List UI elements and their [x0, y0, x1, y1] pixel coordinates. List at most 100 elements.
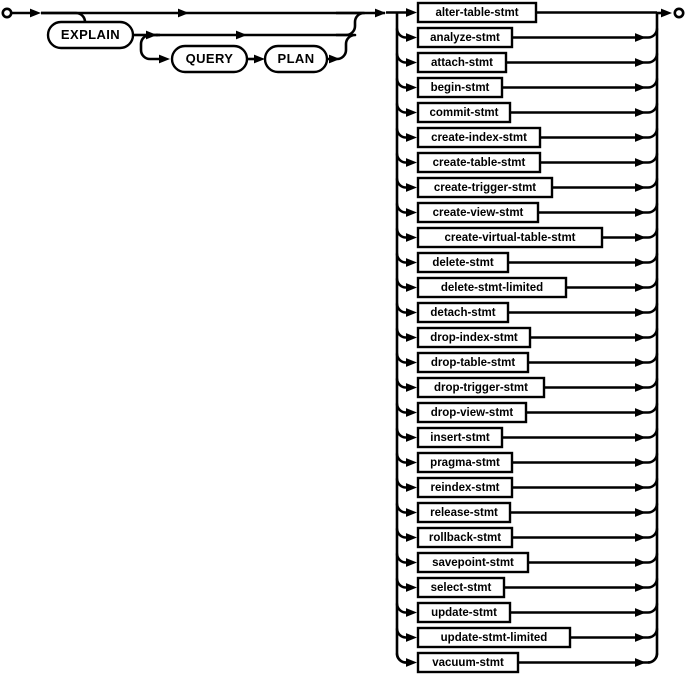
statement-box-drop-table-stmt[interactable]: drop-table-stmt	[416, 351, 530, 374]
keyword-plan[interactable]: PLAN	[263, 44, 329, 74]
arrow-icon	[406, 58, 417, 67]
statement-row: savepoint-stmt	[395, 551, 659, 574]
start-terminator-icon	[1, 7, 13, 19]
fanout-elbow	[395, 303, 408, 314]
statement-row: reindex-stmt	[395, 476, 659, 499]
merge-elbow	[504, 578, 659, 589]
arrow-icon	[635, 283, 646, 292]
statement-label: vacuum-stmt	[432, 657, 504, 669]
statement-label: create-virtual-table-stmt	[444, 232, 575, 244]
statement-box-begin-stmt[interactable]: begin-stmt	[416, 76, 504, 99]
statement-box-update-stmt[interactable]: update-stmt	[416, 601, 512, 624]
statement-row: begin-stmt	[395, 76, 659, 99]
fanout-elbow	[395, 103, 408, 114]
arrow-icon	[406, 333, 417, 342]
statement-box-select-stmt[interactable]: select-stmt	[416, 576, 506, 599]
arrow-icon	[635, 508, 646, 517]
statement-label: update-stmt	[431, 607, 497, 619]
arrow-icon	[635, 533, 646, 542]
arrow-icon	[406, 8, 417, 17]
statement-box-delete-stmt-limited[interactable]: delete-stmt-limited	[416, 276, 568, 299]
keyword-pills: EXPLAIN QUERY PLAN	[46, 20, 329, 74]
statement-label: create-trigger-stmt	[434, 182, 536, 194]
statement-box-savepoint-stmt[interactable]: savepoint-stmt	[416, 551, 530, 574]
statement-box-update-stmt-limited[interactable]: update-stmt-limited	[416, 626, 572, 649]
arrow-icon	[635, 558, 646, 567]
merge-elbow	[540, 128, 659, 139]
arrow-icon	[159, 54, 170, 64]
arrow-icon	[635, 233, 646, 242]
statement-row: commit-stmt	[395, 101, 659, 124]
keyword-explain[interactable]: EXPLAIN	[46, 20, 135, 50]
merge-elbow	[512, 453, 659, 464]
statement-box-commit-stmt[interactable]: commit-stmt	[416, 101, 512, 124]
fanout-elbow	[395, 228, 408, 239]
fanout-elbow	[395, 553, 408, 564]
statement-box-insert-stmt[interactable]: insert-stmt	[416, 426, 504, 449]
statement-label: alter-table-stmt	[435, 7, 518, 19]
statement-box-analyze-stmt[interactable]: analyze-stmt	[416, 26, 514, 49]
statement-row: create-table-stmt	[395, 151, 659, 174]
arrow-icon	[375, 8, 386, 18]
statement-box-attach-stmt[interactable]: attach-stmt	[416, 51, 508, 74]
fanout-elbow	[395, 378, 408, 389]
statement-label: reindex-stmt	[430, 482, 499, 494]
statement-label: drop-trigger-stmt	[434, 382, 528, 394]
statement-box-pragma-stmt[interactable]: pragma-stmt	[416, 451, 514, 474]
statement-label: rollback-stmt	[429, 532, 501, 544]
statement-label: begin-stmt	[431, 82, 490, 94]
statement-box-drop-trigger-stmt[interactable]: drop-trigger-stmt	[416, 376, 546, 399]
arrow-icon	[406, 433, 417, 442]
fanout-elbow	[395, 453, 408, 464]
statement-box-rollback-stmt[interactable]: rollback-stmt	[416, 526, 514, 549]
statement-row: select-stmt	[395, 576, 659, 599]
statement-box-create-virtual-table-stmt[interactable]: create-virtual-table-stmt	[416, 226, 604, 249]
statement-row: create-virtual-table-stmt	[395, 226, 659, 249]
merge-elbow	[510, 103, 659, 114]
statement-label: drop-view-stmt	[431, 407, 514, 419]
end-terminator-icon	[673, 7, 685, 19]
arrow-icon	[406, 458, 417, 467]
merge-elbow	[510, 603, 659, 614]
statement-box-drop-index-stmt[interactable]: drop-index-stmt	[416, 326, 532, 349]
arrow-icon	[635, 108, 646, 117]
statement-box-create-table-stmt[interactable]: create-table-stmt	[416, 151, 542, 174]
statement-box-reindex-stmt[interactable]: reindex-stmt	[416, 476, 514, 499]
statement-box-alter-table-stmt[interactable]: alter-table-stmt	[416, 1, 538, 24]
statement-rows: alter-table-stmt analyze-stmt attach-stmt b…	[386, 1, 659, 674]
merge-elbow	[528, 553, 659, 564]
statement-box-detach-stmt[interactable]: detach-stmt	[416, 301, 510, 324]
merge-elbow	[508, 253, 659, 264]
statement-row: rollback-stmt	[395, 526, 659, 549]
statement-label: drop-table-stmt	[431, 357, 516, 369]
exit-group	[657, 7, 685, 19]
arrow-icon	[635, 208, 646, 217]
statement-box-vacuum-stmt[interactable]: vacuum-stmt	[416, 651, 520, 674]
merge-elbow	[602, 228, 659, 239]
statement-box-delete-stmt[interactable]: delete-stmt	[416, 251, 510, 274]
merge-elbow	[544, 378, 659, 389]
statement-box-create-view-stmt[interactable]: create-view-stmt	[416, 201, 540, 224]
statement-row: drop-index-stmt	[395, 326, 659, 349]
arrow-icon	[406, 608, 417, 617]
statement-row: create-trigger-stmt	[395, 176, 659, 199]
arrow-icon	[661, 8, 672, 18]
statement-box-create-trigger-stmt[interactable]: create-trigger-stmt	[416, 176, 554, 199]
merge-elbow	[570, 628, 659, 639]
merge-elbow	[512, 478, 659, 489]
fanout-elbow	[395, 28, 408, 39]
keyword-label: EXPLAIN	[61, 27, 120, 42]
keyword-query[interactable]: QUERY	[170, 44, 249, 74]
fanout-elbow	[395, 603, 408, 614]
arrow-icon	[406, 583, 417, 592]
arrow-icon	[635, 83, 646, 92]
arrow-icon	[635, 258, 646, 267]
arrow-icon	[635, 158, 646, 167]
merge-elbow	[526, 403, 659, 414]
statement-box-release-stmt[interactable]: release-stmt	[416, 501, 512, 524]
arrow-icon	[406, 208, 417, 217]
merge-elbow	[512, 28, 659, 39]
statement-box-drop-view-stmt[interactable]: drop-view-stmt	[416, 401, 528, 424]
statement-row: create-index-stmt	[395, 126, 659, 149]
statement-box-create-index-stmt[interactable]: create-index-stmt	[416, 126, 542, 149]
